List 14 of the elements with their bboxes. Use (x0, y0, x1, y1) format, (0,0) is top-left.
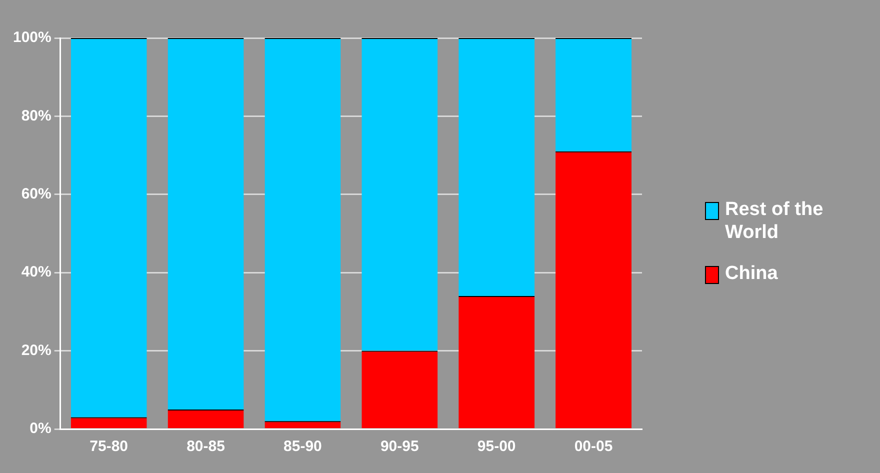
y-tick-label: 20% (21, 342, 52, 359)
y-tick-label: 60% (21, 186, 52, 203)
x-tick-label: 75-80 (90, 438, 128, 456)
x-tick-label: 80-85 (186, 438, 225, 456)
y-tick-label: 100% (12, 29, 52, 46)
x-tick-label: 90-95 (380, 438, 419, 456)
text: Rest of the World (725, 198, 824, 244)
x-tick-label: 95-00 (477, 438, 516, 456)
x-tick-label: 00-05 (574, 438, 613, 456)
y-tick-label: 40% (21, 264, 52, 281)
legend-label: China (725, 262, 778, 285)
y-tick-label: 0% (30, 420, 52, 438)
x-tick-label: 85-90 (284, 438, 322, 456)
y-tick-label: 80% (21, 107, 52, 124)
